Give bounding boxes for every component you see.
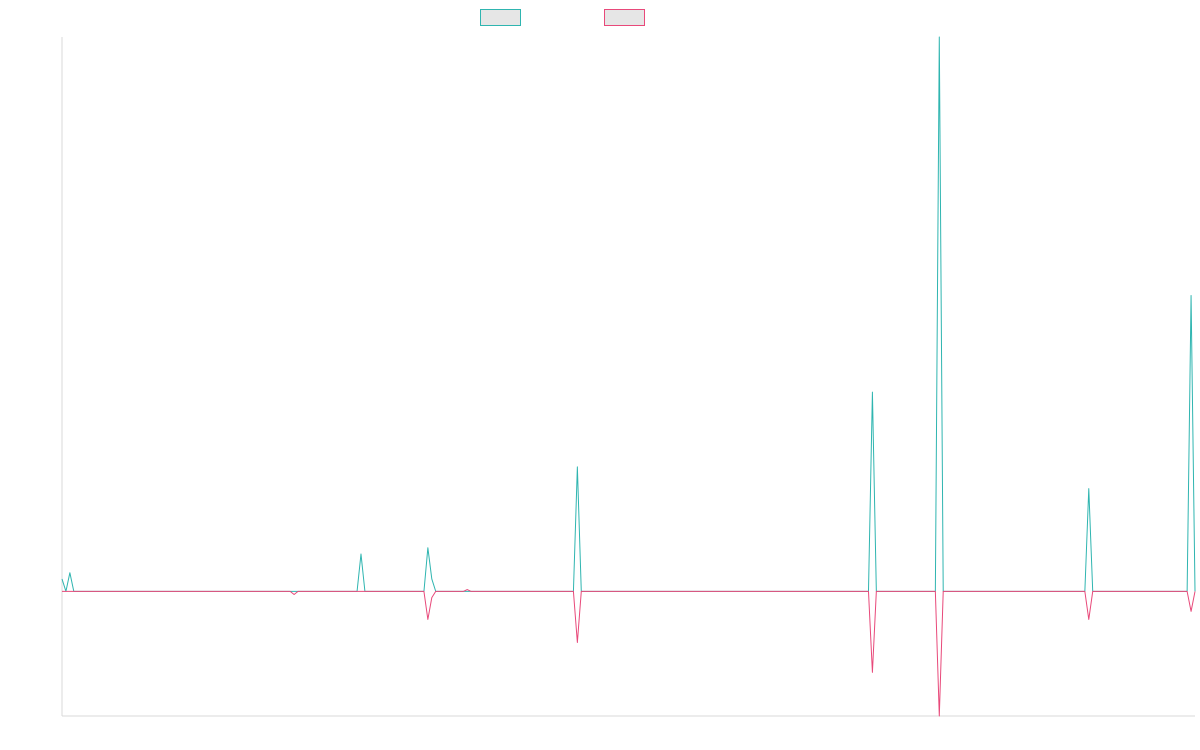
series-line-1 xyxy=(61,36,1196,592)
series-line-2 xyxy=(62,589,1196,717)
axes xyxy=(61,37,1195,717)
legend-swatch-2[interactable] xyxy=(604,9,645,26)
series-layer xyxy=(61,36,1196,717)
legend-swatch-1[interactable] xyxy=(480,9,521,26)
legend xyxy=(480,9,645,26)
